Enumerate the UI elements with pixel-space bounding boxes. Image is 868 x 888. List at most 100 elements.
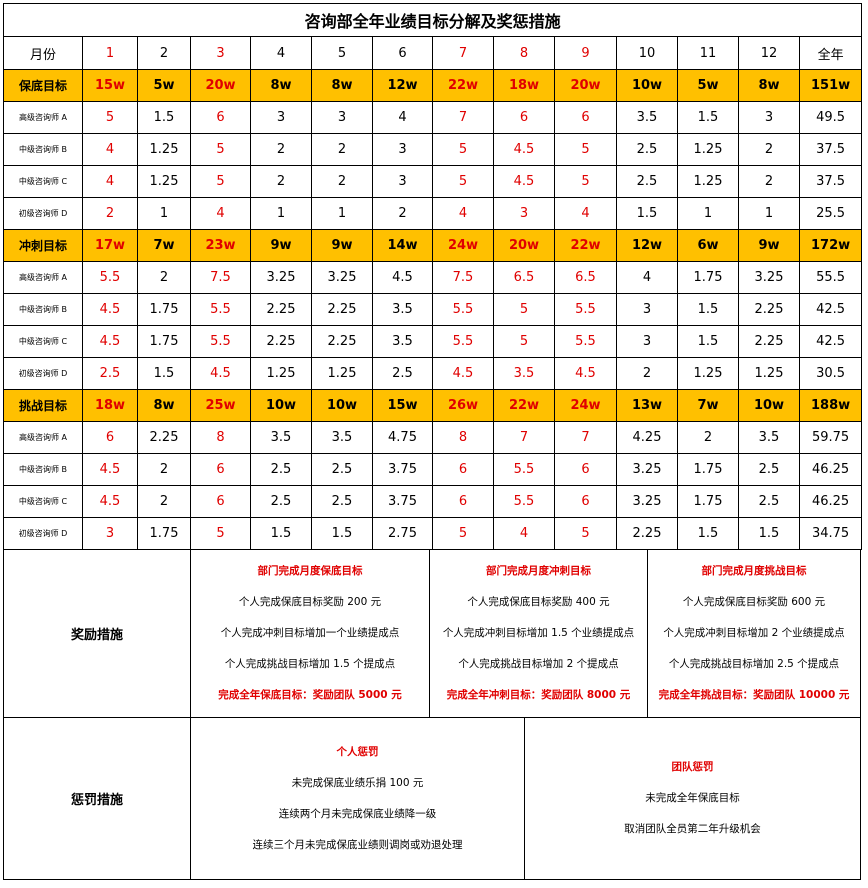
consultant-value: 4 xyxy=(372,101,433,134)
consultant-value: 3.5 xyxy=(616,101,678,134)
header-cell: 月份 xyxy=(3,36,83,70)
consultant-value: 4.5 xyxy=(82,453,138,486)
target-value: 10w xyxy=(250,389,312,422)
reward-line: 个人完成挑战目标增加 1.5 个提成点 xyxy=(224,658,396,670)
header-row: 月份 1 2 3 4 5 6 7 8 9 10 11 12 全年 xyxy=(3,36,863,70)
header-cell: 7 xyxy=(432,36,494,70)
consultant-value: 2.5 xyxy=(250,453,312,486)
consultant-value: 4.5 xyxy=(372,261,433,294)
consultant-row: 中级咨询师 C 4.5 2 6 2.5 2.5 3.75 6 5.5 6 3.25 1.75 2.5 46… xyxy=(3,485,863,518)
reward-section: 奖励措施 部门完成月度保底目标 个人完成保底目标奖励 200 元个人完成冲刺目标增加… xyxy=(3,550,861,718)
consultant-value: 2 xyxy=(738,165,800,198)
consultant-value: 55.5 xyxy=(798,261,863,294)
header-cell: 5 xyxy=(311,36,373,70)
consultant-value: 6.5 xyxy=(493,261,555,294)
consultant-value: 2.25 xyxy=(311,293,373,326)
consultant-value: 1 xyxy=(137,197,191,230)
consultant-value: 1.25 xyxy=(738,357,800,390)
penalty-line: 未完成保底业绩乐捐 100 元 xyxy=(291,776,424,789)
consultant-value: 3.5 xyxy=(372,325,433,358)
target-value: 20w xyxy=(554,69,617,102)
consultant-label: 中级咨询师 B xyxy=(3,453,83,486)
consultant-label: 高级咨询师 A xyxy=(3,421,83,454)
target-value: 151w xyxy=(798,69,863,102)
consultant-value: 1.5 xyxy=(677,517,739,550)
consultant-value: 5 xyxy=(432,165,494,198)
consultant-value: 4 xyxy=(190,197,251,230)
consultant-value: 4 xyxy=(554,197,617,230)
target-value: 5w xyxy=(677,69,739,102)
consultant-value: 2 xyxy=(82,197,138,230)
consultant-value: 4.5 xyxy=(554,357,617,390)
consultant-value: 6 xyxy=(554,453,617,486)
target-row: 冲刺目标 17w 7w 23w 9w 9w 14w 24w 20w 22w 12w 6w 9w 172w xyxy=(3,229,863,262)
consultant-value: 2 xyxy=(738,133,800,166)
header-cell: 10 xyxy=(616,36,678,70)
consultant-value: 4.5 xyxy=(82,325,138,358)
target-row: 挑战目标 18w 8w 25w 10w 10w 15w 26w 22w 24w 13w 7w 10w 18… xyxy=(3,389,863,422)
header-cell: 12 xyxy=(738,36,800,70)
consultant-value: 3 xyxy=(616,325,678,358)
target-sheet: 咨询部全年业绩目标分解及奖惩措施 月份 1 2 3 4 5 6 7 8 9 10 11 12 全年 保底目标… xyxy=(2,3,863,880)
consultant-value: 5 xyxy=(432,517,494,550)
target-value: 18w xyxy=(82,389,138,422)
consultant-row: 中级咨询师 B 4.5 1.75 5.5 2.25 2.25 3.5 5.5 5 5.5 3 1.5 2… xyxy=(3,293,863,326)
consultant-value: 3.5 xyxy=(493,357,555,390)
consultant-value: 1.5 xyxy=(677,101,739,134)
reward-footer: 完成全年冲刺目标：奖励团队 8000 元 xyxy=(446,689,631,701)
consultant-value: 1.5 xyxy=(250,517,312,550)
target-value: 12w xyxy=(372,69,433,102)
consultant-value: 3 xyxy=(372,165,433,198)
consultant-value: 3 xyxy=(372,133,433,166)
penalty-line: 连续三个月未完成保底业绩则调岗或劝退处理 xyxy=(252,838,463,851)
consultant-value: 1.75 xyxy=(137,517,191,550)
consultant-value: 49.5 xyxy=(798,101,863,134)
consultant-value: 3 xyxy=(616,293,678,326)
target-value: 10w xyxy=(616,69,678,102)
consultant-value: 5.5 xyxy=(190,325,251,358)
consultant-value: 3.25 xyxy=(738,261,800,294)
consultant-value: 1.5 xyxy=(311,517,373,550)
target-value: 15w xyxy=(372,389,433,422)
consultant-value: 5.5 xyxy=(82,261,138,294)
target-label: 挑战目标 xyxy=(3,389,83,422)
consultant-value: 42.5 xyxy=(798,293,863,326)
header-cell: 9 xyxy=(554,36,617,70)
consultant-value: 6 xyxy=(190,101,251,134)
consultant-value: 2.5 xyxy=(372,357,433,390)
consultant-value: 5 xyxy=(554,165,617,198)
consultant-value: 2 xyxy=(372,197,433,230)
reward-line: 个人完成冲刺目标增加 1.5 个业绩提成点 xyxy=(442,627,635,639)
consultant-value: 1.75 xyxy=(677,453,739,486)
reward-line: 个人完成挑战目标增加 2.5 个提成点 xyxy=(668,658,840,670)
target-value: 9w xyxy=(311,229,373,262)
target-value: 8w xyxy=(250,69,312,102)
consultant-label: 高级咨询师 A xyxy=(3,261,83,294)
consultant-value: 5 xyxy=(190,165,251,198)
target-value: 20w xyxy=(190,69,251,102)
consultant-value: 6 xyxy=(432,453,494,486)
penalty-column: 个人惩罚 未完成保底业绩乐捐 100 元连续两个月未完成保底业绩降一级 连续三个月未… xyxy=(191,718,525,879)
target-value: 13w xyxy=(616,389,678,422)
target-table: 咨询部全年业绩目标分解及奖惩措施 月份 1 2 3 4 5 6 7 8 9 10 11 12 全年 保底目标… xyxy=(2,3,863,550)
consultant-value: 3.75 xyxy=(372,485,433,518)
consultant-value: 2 xyxy=(311,165,373,198)
consultant-value: 2.5 xyxy=(311,485,373,518)
consultant-value: 1.75 xyxy=(137,325,191,358)
consultant-value: 1.25 xyxy=(137,133,191,166)
consultant-value: 3.25 xyxy=(311,261,373,294)
consultant-value: 1.25 xyxy=(677,133,739,166)
consultant-value: 4 xyxy=(82,133,138,166)
consultant-value: 6 xyxy=(432,485,494,518)
target-value: 7w xyxy=(677,389,739,422)
consultant-row: 初级咨询师 D 2.5 1.5 4.5 1.25 1.25 2.5 4.5 3.5 4.5 2 1.2… xyxy=(3,357,863,390)
target-value: 10w xyxy=(738,389,800,422)
consultant-value: 5 xyxy=(493,325,555,358)
target-value: 172w xyxy=(798,229,863,262)
target-label: 保底目标 xyxy=(3,69,83,102)
target-row: 保底目标 15w 5w 20w 8w 8w 12w 22w 18w 20w 10w 5w 8w 151w xyxy=(3,69,863,102)
consultant-value: 2.5 xyxy=(311,453,373,486)
consultant-value: 3 xyxy=(82,517,138,550)
consultant-value: 5 xyxy=(554,517,617,550)
consultant-value: 5.5 xyxy=(190,293,251,326)
